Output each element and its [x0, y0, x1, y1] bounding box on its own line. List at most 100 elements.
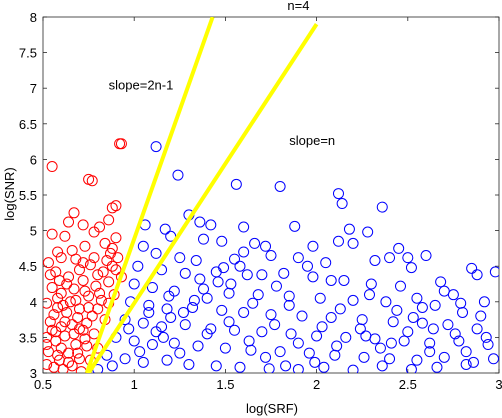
data-point — [265, 309, 277, 321]
data-point — [201, 292, 213, 304]
data-point — [81, 317, 93, 329]
data-point — [391, 304, 403, 316]
data-point — [332, 235, 344, 247]
data-point — [435, 276, 447, 288]
data-point — [347, 237, 359, 249]
data-point — [86, 175, 98, 187]
data-point — [369, 333, 381, 345]
data-point — [320, 257, 332, 269]
data-point — [137, 240, 149, 252]
data-point — [115, 138, 127, 150]
data-point — [81, 340, 93, 352]
data-point — [63, 271, 75, 283]
data-point — [376, 201, 388, 213]
data-point — [46, 228, 58, 240]
data-point — [94, 287, 106, 299]
data-point — [269, 319, 281, 331]
data-point — [329, 349, 341, 361]
data-point — [247, 297, 259, 309]
data-point — [466, 262, 478, 274]
data-point — [150, 326, 162, 338]
data-point — [52, 301, 64, 313]
data-point — [334, 303, 346, 315]
data-point — [192, 340, 204, 352]
data-point — [416, 317, 428, 329]
data-point — [110, 200, 122, 212]
data-point — [234, 361, 246, 373]
data-point — [63, 216, 75, 228]
x-tick-label: 1.5 — [216, 377, 234, 392]
y-tick-label: 5.5 — [19, 188, 37, 203]
data-point — [159, 223, 171, 235]
data-point — [53, 354, 65, 366]
data-point — [63, 347, 75, 359]
data-point — [307, 240, 319, 252]
data-point — [424, 337, 436, 349]
data-point — [52, 349, 64, 361]
data-point — [274, 346, 286, 358]
data-point — [59, 316, 71, 328]
data-point — [106, 202, 118, 214]
data-point — [332, 188, 344, 200]
data-point — [128, 335, 140, 347]
data-point — [362, 226, 374, 238]
data-point — [289, 220, 301, 232]
data-point — [143, 299, 155, 311]
y-tick-label: 7.5 — [19, 46, 37, 61]
data-point — [296, 310, 308, 322]
y-tick-label: 3 — [30, 366, 37, 381]
data-point — [252, 289, 264, 301]
data-point — [223, 316, 235, 328]
data-point — [431, 361, 443, 373]
y-tick-label: 7 — [30, 81, 37, 96]
data-point — [405, 363, 417, 373]
y-tick-label: 8 — [30, 10, 37, 25]
data-point — [402, 252, 414, 264]
data-point — [395, 280, 407, 292]
data-point — [198, 283, 210, 295]
data-point — [471, 269, 483, 281]
y-tick-label: 5 — [30, 224, 37, 239]
data-point — [44, 269, 56, 281]
data-point — [106, 360, 118, 372]
data-point — [123, 323, 135, 335]
data-point — [165, 311, 177, 323]
data-point — [467, 356, 479, 368]
reference-line-slope-n — [86, 23, 319, 373]
data-point — [234, 260, 246, 272]
data-point — [438, 285, 450, 297]
data-point — [292, 337, 304, 349]
data-point — [384, 353, 396, 365]
data-point — [223, 287, 235, 299]
data-point — [52, 292, 64, 304]
data-point — [119, 353, 131, 365]
data-point — [285, 328, 297, 340]
data-point — [343, 223, 355, 235]
data-point — [453, 335, 465, 347]
data-point — [256, 326, 268, 338]
data-point — [260, 240, 272, 252]
data-point — [307, 271, 319, 283]
data-point — [243, 335, 255, 347]
data-point — [438, 351, 450, 363]
data-point — [110, 264, 122, 276]
data-point — [72, 311, 84, 323]
data-point — [106, 260, 118, 272]
series-1 — [92, 141, 499, 373]
data-point — [72, 347, 84, 359]
data-point — [363, 289, 375, 301]
data-point — [283, 290, 295, 302]
data-point — [358, 351, 370, 363]
data-point — [318, 361, 330, 373]
data-point — [402, 326, 414, 338]
data-point — [46, 282, 58, 294]
data-point — [146, 339, 158, 351]
data-point — [238, 246, 250, 258]
data-point — [309, 356, 321, 368]
data-point — [43, 358, 53, 370]
y-tick-label: 6.5 — [19, 117, 37, 132]
data-point — [52, 246, 64, 258]
data-point — [292, 252, 304, 264]
data-point — [92, 269, 104, 281]
x-axis-label: log(SRF) — [246, 401, 298, 416]
